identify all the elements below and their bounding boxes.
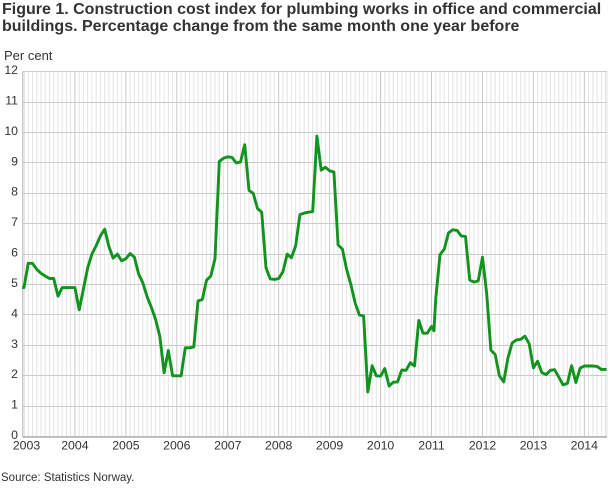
svg-text:2: 2 <box>11 367 18 381</box>
svg-text:5: 5 <box>11 276 18 290</box>
svg-text:2010: 2010 <box>367 439 395 453</box>
svg-text:2007: 2007 <box>214 439 242 453</box>
svg-text:2006: 2006 <box>163 439 191 453</box>
svg-text:2014: 2014 <box>571 439 599 453</box>
svg-text:2005: 2005 <box>112 439 140 453</box>
svg-text:3: 3 <box>11 337 18 351</box>
svg-text:2003: 2003 <box>13 439 41 453</box>
svg-text:2011: 2011 <box>418 439 445 453</box>
svg-text:1: 1 <box>11 398 18 412</box>
svg-text:9: 9 <box>11 154 18 168</box>
svg-text:12: 12 <box>4 63 18 77</box>
svg-text:2009: 2009 <box>316 439 344 453</box>
svg-text:7: 7 <box>11 215 18 229</box>
svg-text:2013: 2013 <box>520 439 548 453</box>
svg-text:11: 11 <box>5 94 18 108</box>
svg-text:2012: 2012 <box>469 439 497 453</box>
svg-text:4: 4 <box>11 306 18 320</box>
svg-text:6: 6 <box>11 246 18 260</box>
svg-text:2008: 2008 <box>265 439 293 453</box>
svg-text:10: 10 <box>4 124 18 138</box>
svg-text:0: 0 <box>11 428 18 442</box>
svg-text:2004: 2004 <box>61 439 89 453</box>
svg-text:8: 8 <box>11 185 18 199</box>
